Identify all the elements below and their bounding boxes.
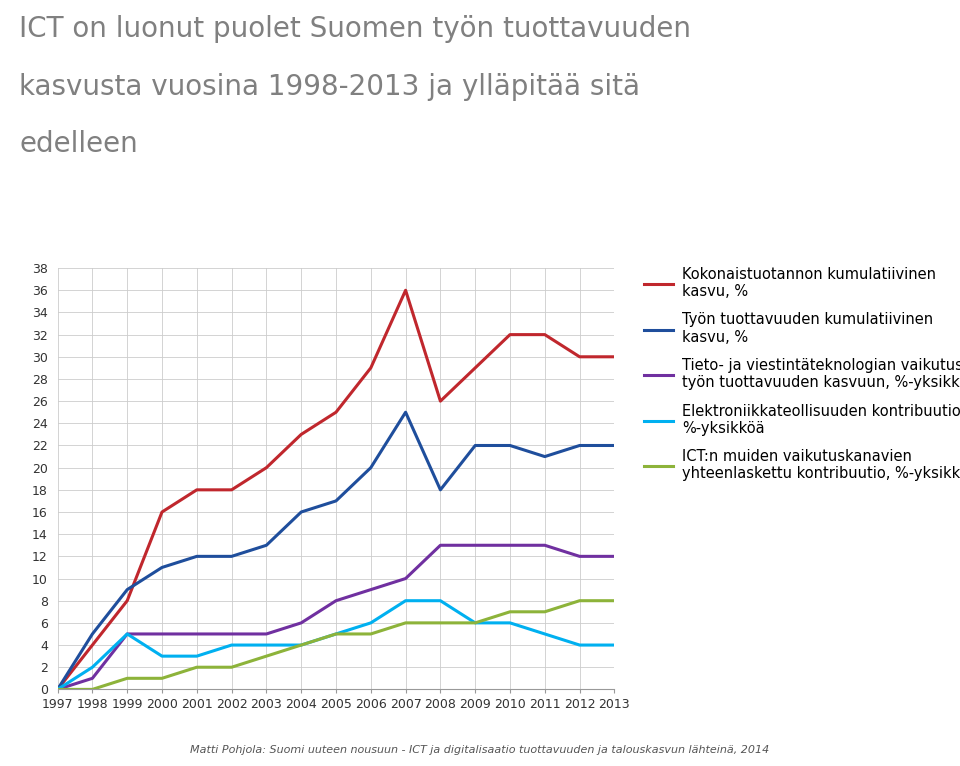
Elektroniikkateollisuuden kontribuutio,
%-yksikköä [400,596,412,605]
Elektroniikkateollisuuden kontribuutio,
%-yksikköä [156,652,168,661]
Kokonaistuotannon kumulatiivinen
kasvu, % [365,363,376,372]
Line: ICT:n muiden vaikutuskanavien
yhteenlaskettu kontribuutio, %-yksikköä: ICT:n muiden vaikutuskanavien yhteenlask… [58,601,614,689]
Työn tuottavuuden kumulatiivinen
kasvu, % [156,563,168,572]
Line: Elektroniikkateollisuuden kontribuutio,
%-yksikköä: Elektroniikkateollisuuden kontribuutio, … [58,601,614,689]
ICT:n muiden vaikutuskanavien
yhteenlaskettu kontribuutio, %-yksikköä [156,674,168,683]
Työn tuottavuuden kumulatiivinen
kasvu, % [86,630,98,639]
Työn tuottavuuden kumulatiivinen
kasvu, % [122,585,133,594]
Työn tuottavuuden kumulatiivinen
kasvu, % [469,441,481,450]
Tieto- ja viestintäteknologian vaikutus
työn tuottavuuden kasvuun, %-yksikköä [261,630,273,639]
Elektroniikkateollisuuden kontribuutio,
%-yksikköä [365,618,376,627]
Line: Kokonaistuotannon kumulatiivinen
kasvu, %: Kokonaistuotannon kumulatiivinen kasvu, … [58,290,614,689]
Elektroniikkateollisuuden kontribuutio,
%-yksikköä [296,640,307,650]
Kokonaistuotannon kumulatiivinen
kasvu, % [330,408,342,417]
Tieto- ja viestintäteknologian vaikutus
työn tuottavuuden kasvuun, %-yksikköä [330,596,342,605]
Tieto- ja viestintäteknologian vaikutus
työn tuottavuuden kasvuun, %-yksikköä [504,541,516,550]
Tieto- ja viestintäteknologian vaikutus
työn tuottavuuden kasvuun, %-yksikköä [540,541,551,550]
ICT:n muiden vaikutuskanavien
yhteenlaskettu kontribuutio, %-yksikköä [435,618,446,627]
Elektroniikkateollisuuden kontribuutio,
%-yksikköä [330,630,342,639]
ICT:n muiden vaikutuskanavien
yhteenlaskettu kontribuutio, %-yksikköä [52,685,63,694]
ICT:n muiden vaikutuskanavien
yhteenlaskettu kontribuutio, %-yksikköä [86,685,98,694]
Kokonaistuotannon kumulatiivinen
kasvu, % [296,430,307,439]
Kokonaistuotannon kumulatiivinen
kasvu, % [261,463,273,473]
Työn tuottavuuden kumulatiivinen
kasvu, % [435,485,446,494]
Tieto- ja viestintäteknologian vaikutus
työn tuottavuuden kasvuun, %-yksikköä [609,552,620,561]
ICT:n muiden vaikutuskanavien
yhteenlaskettu kontribuutio, %-yksikköä [226,663,237,672]
Kokonaistuotannon kumulatiivinen
kasvu, % [156,507,168,516]
ICT:n muiden vaikutuskanavien
yhteenlaskettu kontribuutio, %-yksikköä [261,652,273,661]
ICT:n muiden vaikutuskanavien
yhteenlaskettu kontribuutio, %-yksikköä [504,607,516,617]
Työn tuottavuuden kumulatiivinen
kasvu, % [504,441,516,450]
Elektroniikkateollisuuden kontribuutio,
%-yksikköä [574,640,586,650]
Kokonaistuotannon kumulatiivinen
kasvu, % [504,330,516,339]
Elektroniikkateollisuuden kontribuutio,
%-yksikköä [469,618,481,627]
Työn tuottavuuden kumulatiivinen
kasvu, % [365,463,376,473]
Text: kasvusta vuosina 1998-2013 ja ylläpitää sitä: kasvusta vuosina 1998-2013 ja ylläpitää … [19,73,640,101]
Työn tuottavuuden kumulatiivinen
kasvu, % [400,408,412,417]
Tieto- ja viestintäteknologian vaikutus
työn tuottavuuden kasvuun, %-yksikköä [469,541,481,550]
Tieto- ja viestintäteknologian vaikutus
työn tuottavuuden kasvuun, %-yksikköä [86,674,98,683]
Elektroniikkateollisuuden kontribuutio,
%-yksikköä [261,640,273,650]
Työn tuottavuuden kumulatiivinen
kasvu, % [191,552,203,561]
Työn tuottavuuden kumulatiivinen
kasvu, % [574,441,586,450]
Kokonaistuotannon kumulatiivinen
kasvu, % [52,685,63,694]
ICT:n muiden vaikutuskanavien
yhteenlaskettu kontribuutio, %-yksikköä [469,618,481,627]
ICT:n muiden vaikutuskanavien
yhteenlaskettu kontribuutio, %-yksikköä [540,607,551,617]
Työn tuottavuuden kumulatiivinen
kasvu, % [226,552,237,561]
Tieto- ja viestintäteknologian vaikutus
työn tuottavuuden kasvuun, %-yksikköä [400,574,412,583]
Kokonaistuotannon kumulatiivinen
kasvu, % [400,286,412,295]
ICT:n muiden vaikutuskanavien
yhteenlaskettu kontribuutio, %-yksikköä [191,663,203,672]
Legend: Kokonaistuotannon kumulatiivinen
kasvu, %, Työn tuottavuuden kumulatiivinen
kasv: Kokonaistuotannon kumulatiivinen kasvu, … [644,267,960,482]
ICT:n muiden vaikutuskanavien
yhteenlaskettu kontribuutio, %-yksikköä [296,640,307,650]
Tieto- ja viestintäteknologian vaikutus
työn tuottavuuden kasvuun, %-yksikköä [435,541,446,550]
Text: Matti Pohjola: Suomi uuteen nousuun - ICT ja digitalisaatio tuottavuuden ja talo: Matti Pohjola: Suomi uuteen nousuun - IC… [190,745,770,755]
Työn tuottavuuden kumulatiivinen
kasvu, % [609,441,620,450]
ICT:n muiden vaikutuskanavien
yhteenlaskettu kontribuutio, %-yksikköä [365,630,376,639]
Työn tuottavuuden kumulatiivinen
kasvu, % [261,541,273,550]
Tieto- ja viestintäteknologian vaikutus
työn tuottavuuden kasvuun, %-yksikköä [296,618,307,627]
Elektroniikkateollisuuden kontribuutio,
%-yksikköä [52,685,63,694]
Elektroniikkateollisuuden kontribuutio,
%-yksikköä [122,630,133,639]
Tieto- ja viestintäteknologian vaikutus
työn tuottavuuden kasvuun, %-yksikköä [191,630,203,639]
Tieto- ja viestintäteknologian vaikutus
työn tuottavuuden kasvuun, %-yksikköä [226,630,237,639]
Kokonaistuotannon kumulatiivinen
kasvu, % [122,596,133,605]
Työn tuottavuuden kumulatiivinen
kasvu, % [330,496,342,506]
Elektroniikkateollisuuden kontribuutio,
%-yksikköä [435,596,446,605]
Tieto- ja viestintäteknologian vaikutus
työn tuottavuuden kasvuun, %-yksikköä [156,630,168,639]
Text: edelleen: edelleen [19,130,138,159]
Elektroniikkateollisuuden kontribuutio,
%-yksikköä [86,663,98,672]
Tieto- ja viestintäteknologian vaikutus
työn tuottavuuden kasvuun, %-yksikköä [52,685,63,694]
Elektroniikkateollisuuden kontribuutio,
%-yksikköä [609,640,620,650]
Elektroniikkateollisuuden kontribuutio,
%-yksikköä [226,640,237,650]
Elektroniikkateollisuuden kontribuutio,
%-yksikköä [540,630,551,639]
Kokonaistuotannon kumulatiivinen
kasvu, % [540,330,551,339]
Tieto- ja viestintäteknologian vaikutus
työn tuottavuuden kasvuun, %-yksikköä [122,630,133,639]
Kokonaistuotannon kumulatiivinen
kasvu, % [609,352,620,362]
Kokonaistuotannon kumulatiivinen
kasvu, % [86,640,98,650]
Elektroniikkateollisuuden kontribuutio,
%-yksikköä [504,618,516,627]
Työn tuottavuuden kumulatiivinen
kasvu, % [540,452,551,461]
ICT:n muiden vaikutuskanavien
yhteenlaskettu kontribuutio, %-yksikköä [609,596,620,605]
Työn tuottavuuden kumulatiivinen
kasvu, % [52,685,63,694]
ICT:n muiden vaikutuskanavien
yhteenlaskettu kontribuutio, %-yksikköä [122,674,133,683]
ICT:n muiden vaikutuskanavien
yhteenlaskettu kontribuutio, %-yksikköä [400,618,412,627]
Kokonaistuotannon kumulatiivinen
kasvu, % [191,485,203,494]
Tieto- ja viestintäteknologian vaikutus
työn tuottavuuden kasvuun, %-yksikköä [365,585,376,594]
Kokonaistuotannon kumulatiivinen
kasvu, % [226,485,237,494]
Kokonaistuotannon kumulatiivinen
kasvu, % [469,363,481,372]
Kokonaistuotannon kumulatiivinen
kasvu, % [435,397,446,406]
ICT:n muiden vaikutuskanavien
yhteenlaskettu kontribuutio, %-yksikköä [574,596,586,605]
Elektroniikkateollisuuden kontribuutio,
%-yksikköä [191,652,203,661]
Työn tuottavuuden kumulatiivinen
kasvu, % [296,507,307,516]
Tieto- ja viestintäteknologian vaikutus
työn tuottavuuden kasvuun, %-yksikköä [574,552,586,561]
Text: ICT on luonut puolet Suomen työn tuottavuuden: ICT on luonut puolet Suomen työn tuottav… [19,15,691,44]
Line: Työn tuottavuuden kumulatiivinen
kasvu, %: Työn tuottavuuden kumulatiivinen kasvu, … [58,412,614,689]
Line: Tieto- ja viestintäteknologian vaikutus
työn tuottavuuden kasvuun, %-yksikköä: Tieto- ja viestintäteknologian vaikutus … [58,545,614,689]
ICT:n muiden vaikutuskanavien
yhteenlaskettu kontribuutio, %-yksikköä [330,630,342,639]
Kokonaistuotannon kumulatiivinen
kasvu, % [574,352,586,362]
